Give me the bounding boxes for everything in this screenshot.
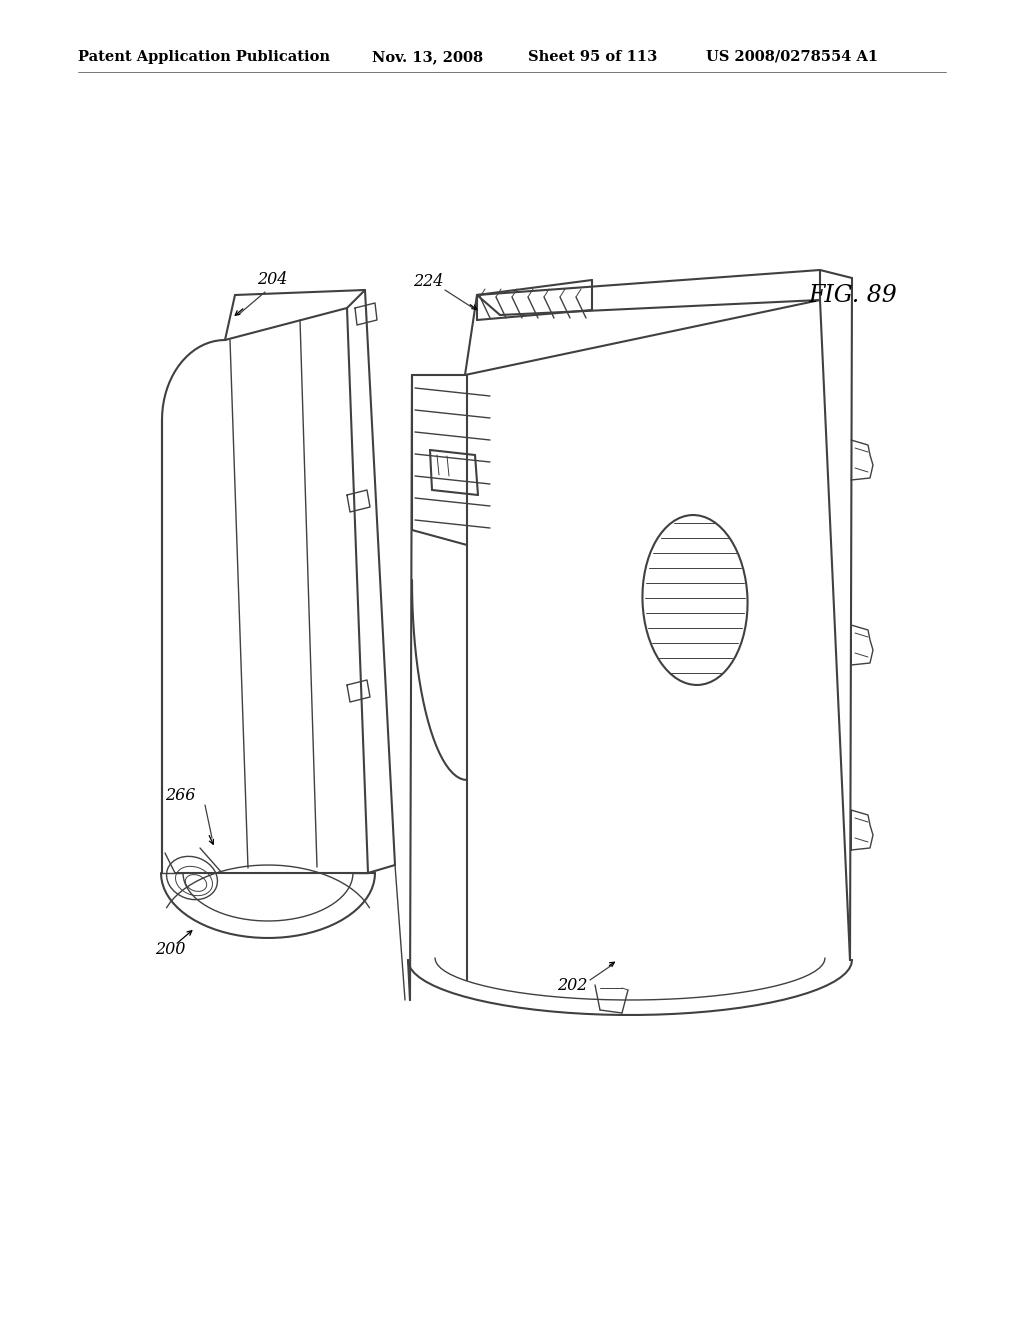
Text: 200: 200 — [155, 941, 185, 958]
Text: 224: 224 — [413, 273, 443, 290]
Text: 266: 266 — [165, 787, 195, 804]
Text: Patent Application Publication: Patent Application Publication — [78, 50, 330, 63]
Text: FIG. 89: FIG. 89 — [808, 284, 897, 306]
Text: Nov. 13, 2008: Nov. 13, 2008 — [372, 50, 483, 63]
Text: 202: 202 — [557, 977, 587, 994]
Text: US 2008/0278554 A1: US 2008/0278554 A1 — [706, 50, 879, 63]
Text: Sheet 95 of 113: Sheet 95 of 113 — [528, 50, 657, 63]
Text: 204: 204 — [257, 272, 287, 289]
